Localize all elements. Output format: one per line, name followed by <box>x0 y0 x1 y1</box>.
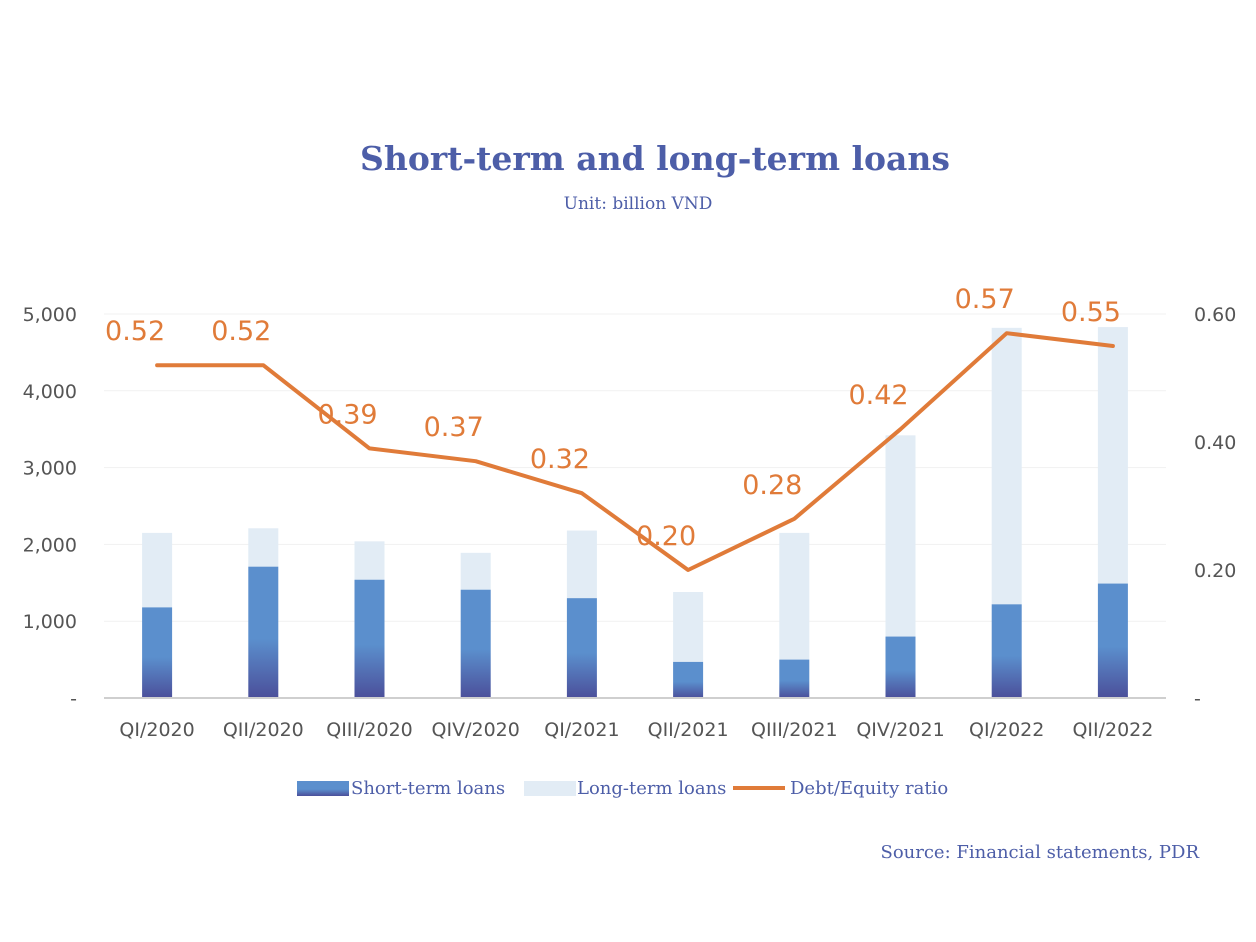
short-term-bar <box>566 598 597 698</box>
ratio-data-label: 0.55 <box>1061 297 1121 328</box>
long-term-bar <box>1097 327 1128 584</box>
category-label: QI/2021 <box>544 719 619 741</box>
legend-label-short: Short-term loans <box>351 778 505 799</box>
short-term-bar <box>142 607 173 698</box>
long-term-bar <box>991 327 1022 605</box>
debt-equity-line <box>155 331 1115 572</box>
category-label: QI/2020 <box>119 719 194 741</box>
ratio-data-label: 0.42 <box>848 380 908 411</box>
long-term-bar <box>248 528 279 567</box>
source-note: Source: Financial statements, PDR <box>880 842 1199 863</box>
short-term-bar <box>1097 583 1128 698</box>
left-tick-label: 5,000 <box>23 304 77 326</box>
category-label: QIV/2020 <box>432 719 520 741</box>
short-term-bar <box>673 661 704 698</box>
category-label: QIII/2021 <box>751 719 838 741</box>
long-term-bar <box>673 592 704 662</box>
short-term-bar <box>248 566 279 698</box>
grid <box>104 313 1166 622</box>
left-tick-label: 4,000 <box>23 381 77 403</box>
short-term-bar <box>885 636 916 698</box>
category-label: QII/2022 <box>1072 719 1153 741</box>
category-label: QII/2020 <box>223 719 304 741</box>
legend-swatch-long <box>524 781 576 796</box>
category-label: QIII/2020 <box>326 719 413 741</box>
right-tick-label: 0.40 <box>1194 432 1236 454</box>
ratio-data-label: 0.39 <box>317 399 377 430</box>
left-tick-label: 1,000 <box>23 611 77 633</box>
ratio-data-label: 0.57 <box>955 284 1015 315</box>
left-tick-label: 2,000 <box>23 534 77 556</box>
legend-label-line: Debt/Equity ratio <box>790 778 948 799</box>
category-label: QIV/2021 <box>856 719 944 741</box>
legend-swatch-short <box>297 781 349 796</box>
ratio-line: 0.52 0.52 0.39 0.37 0.32 0.20 0.28 0.42 0.57 0.55 <box>105 284 1121 572</box>
long-term-bar <box>460 552 491 590</box>
ratio-data-label: 0.37 <box>424 412 484 443</box>
long-term-bar <box>779 532 810 660</box>
legend: Short-term loans Long-term loans Debt/Equi… <box>297 778 948 799</box>
right-tick-label: - <box>1194 688 1201 710</box>
chart-subtitle: Unit: billion VND <box>564 194 713 214</box>
long-term-bar <box>885 435 916 637</box>
chart-title: Short-term and long-term loans <box>360 139 950 178</box>
category-label: QI/2022 <box>969 719 1044 741</box>
ratio-data-label: 0.20 <box>636 521 696 552</box>
short-term-bar <box>779 659 810 698</box>
short-term-bar <box>460 589 491 698</box>
ratio-data-label: 0.28 <box>742 470 802 501</box>
left-tick-label: - <box>70 688 77 710</box>
right-tick-label: 0.20 <box>1194 560 1236 582</box>
ratio-data-label: 0.32 <box>530 444 590 475</box>
bars <box>142 327 1128 698</box>
category-label: QII/2021 <box>648 719 729 741</box>
ratio-data-label: 0.52 <box>211 316 271 347</box>
left-axis: - 1,000 2,000 3,000 4,000 5,000 <box>23 304 77 710</box>
right-tick-label: 0.60 <box>1194 304 1236 326</box>
long-term-bar <box>566 530 597 599</box>
short-term-bar <box>354 579 385 698</box>
right-axis: - 0.20 0.40 0.60 <box>1194 304 1236 710</box>
short-term-bar <box>991 604 1022 698</box>
legend-label-long: Long-term loans <box>577 778 726 799</box>
long-term-bar <box>142 532 173 608</box>
x-axis: QI/2020 QII/2020 QIII/2020 QIV/2020 QI/2021 Q… <box>119 719 1153 741</box>
long-term-bar <box>354 541 385 580</box>
left-tick-label: 3,000 <box>23 458 77 480</box>
ratio-data-label: 0.52 <box>105 316 165 347</box>
